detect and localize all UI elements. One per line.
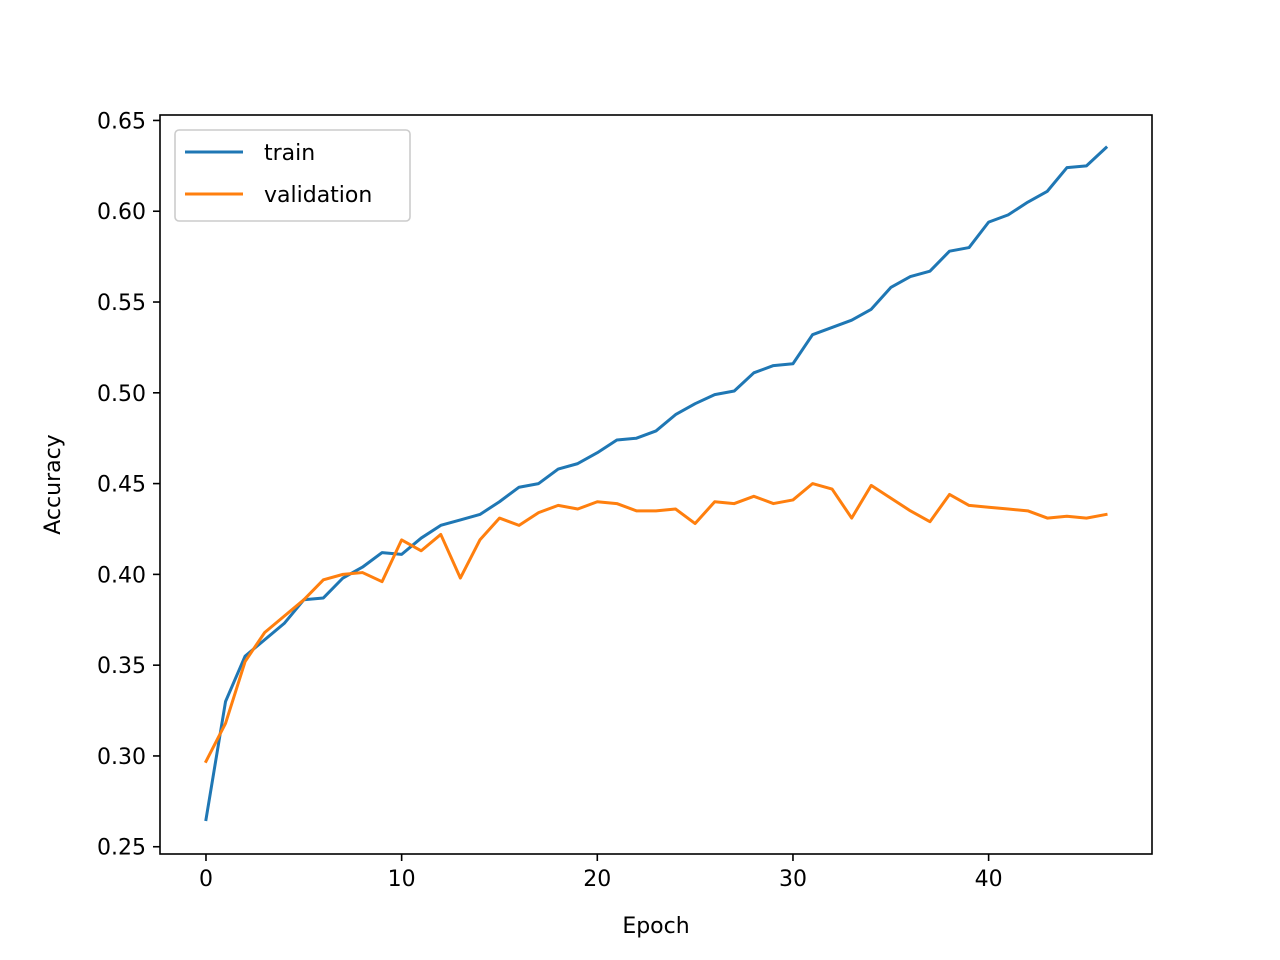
x-tick-label: 10	[388, 867, 416, 892]
x-axis-label: Epoch	[622, 914, 689, 939]
axes-background	[160, 115, 1152, 854]
axes-layer: 0 10 20 30 40 0.25 0.30 0.35 0.40 0.45 0.50 0.55 0.6…	[97, 109, 1153, 892]
x-tick-label: 30	[779, 867, 807, 892]
x-tick-label: 40	[975, 867, 1003, 892]
legend-label-validation: validation	[264, 183, 372, 208]
legend-label-train: train	[264, 141, 315, 166]
axes-frame	[159, 114, 1153, 855]
plot-area	[160, 115, 1152, 854]
y-tick-label: 0.40	[97, 563, 146, 588]
series-line-validation	[203, 482, 1108, 764]
y-tick-label: 0.65	[97, 109, 146, 134]
y-tick-label: 0.35	[97, 654, 146, 679]
y-tick-label: 0.60	[97, 200, 146, 225]
y-tick-label: 0.55	[97, 291, 146, 316]
y-axis-label: Accuracy	[41, 434, 66, 534]
legend: train validation	[174, 129, 411, 222]
lines-layer	[203, 145, 1109, 822]
x-tick-label: 20	[583, 867, 611, 892]
series-line-train	[204, 145, 1109, 822]
x-tick-label: 0	[199, 867, 213, 892]
y-tick-label: 0.30	[97, 745, 146, 770]
y-tick-label: 0.50	[97, 382, 146, 407]
y-tick-label: 0.45	[97, 473, 146, 498]
y-tick-label: 0.25	[97, 836, 146, 861]
